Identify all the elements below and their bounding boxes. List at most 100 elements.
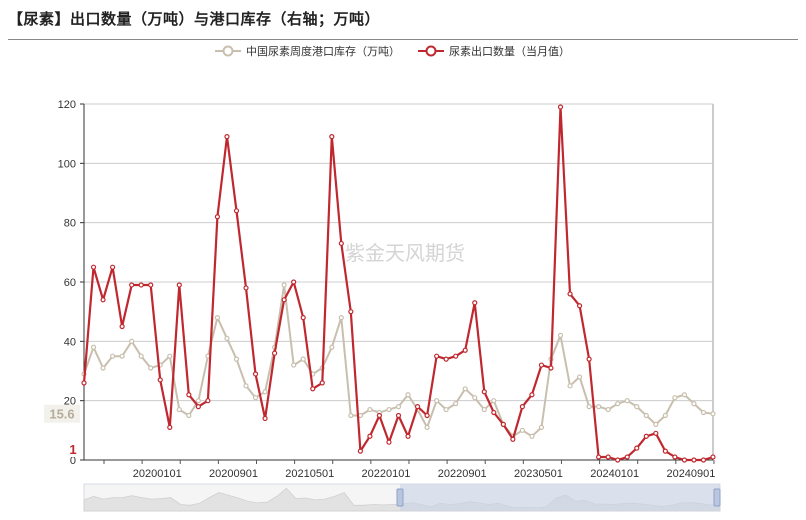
data-point-export-volume[interactable] <box>357 448 363 454</box>
data-point-export-volume[interactable] <box>81 380 87 386</box>
data-point-export-volume[interactable] <box>700 457 707 463</box>
data-point-export-volume[interactable] <box>624 454 630 460</box>
data-point-export-volume[interactable] <box>596 454 602 460</box>
data-point-port-inventory[interactable] <box>405 392 411 398</box>
data-point-export-volume[interactable] <box>643 433 649 439</box>
data-point-export-volume[interactable] <box>529 392 535 398</box>
data-point-export-volume[interactable] <box>538 362 545 368</box>
data-point-port-inventory[interactable] <box>681 392 688 398</box>
data-point-export-volume[interactable] <box>567 291 573 297</box>
data-point-port-inventory[interactable] <box>424 424 430 430</box>
data-point-port-inventory[interactable] <box>281 282 287 288</box>
data-point-port-inventory[interactable] <box>109 353 116 359</box>
data-point-export-volume[interactable] <box>195 404 201 410</box>
data-point-export-volume[interactable] <box>224 134 230 140</box>
data-point-port-inventory[interactable] <box>329 344 335 350</box>
data-point-export-volume[interactable] <box>310 386 316 392</box>
data-point-port-inventory[interactable] <box>291 362 297 368</box>
data-point-port-inventory[interactable] <box>148 365 154 371</box>
data-point-port-inventory[interactable] <box>576 374 583 380</box>
data-point-export-volume[interactable] <box>148 282 154 288</box>
data-point-port-inventory[interactable] <box>462 386 468 392</box>
data-point-port-inventory[interactable] <box>90 344 97 350</box>
data-point-export-volume[interactable] <box>615 457 621 463</box>
data-point-export-volume[interactable] <box>338 240 344 247</box>
data-point-port-inventory[interactable] <box>662 412 668 419</box>
data-point-port-inventory[interactable] <box>710 411 716 417</box>
zoom-selected-range[interactable] <box>400 484 720 511</box>
data-point-port-inventory[interactable] <box>643 412 649 419</box>
zoom-handle-left[interactable] <box>396 488 404 507</box>
data-point-port-inventory[interactable] <box>386 406 392 413</box>
data-point-port-inventory[interactable] <box>481 406 487 413</box>
data-point-port-inventory[interactable] <box>138 353 144 359</box>
data-point-export-volume[interactable] <box>281 297 287 303</box>
data-point-export-volume[interactable] <box>519 404 525 410</box>
data-point-port-inventory[interactable] <box>586 404 592 410</box>
data-point-port-inventory[interactable] <box>443 406 449 413</box>
data-point-export-volume[interactable] <box>291 279 297 285</box>
data-point-port-inventory[interactable] <box>186 412 192 419</box>
data-point-export-volume[interactable] <box>481 389 487 395</box>
data-point-export-volume[interactable] <box>634 445 640 451</box>
data-point-port-inventory[interactable] <box>176 406 182 413</box>
data-point-export-volume[interactable] <box>243 285 249 291</box>
data-point-export-volume[interactable] <box>272 350 278 356</box>
legend-item-export-volume[interactable]: 尿素出口数量（当月值） <box>418 43 570 59</box>
data-point-export-volume[interactable] <box>453 353 459 359</box>
data-zoom-slider[interactable] <box>83 483 721 512</box>
legend-item-port-inventory[interactable]: 中国尿素周度港口库存（万吨） <box>215 43 400 59</box>
data-point-export-volume[interactable] <box>129 282 135 288</box>
zoom-handle-right[interactable] <box>713 488 721 507</box>
data-point-export-volume[interactable] <box>176 282 182 288</box>
data-point-export-volume[interactable] <box>605 454 611 460</box>
data-point-export-volume[interactable] <box>376 412 383 419</box>
data-point-export-volume[interactable] <box>167 424 173 430</box>
data-point-export-volume[interactable] <box>157 377 163 383</box>
data-point-export-volume[interactable] <box>233 208 240 214</box>
data-point-port-inventory[interactable] <box>557 332 564 338</box>
data-point-export-volume[interactable] <box>90 264 97 270</box>
data-point-port-inventory[interactable] <box>596 404 602 410</box>
data-point-port-inventory[interactable] <box>395 404 402 410</box>
data-point-export-volume[interactable] <box>367 433 373 439</box>
data-point-port-inventory[interactable] <box>615 401 621 407</box>
data-point-port-inventory[interactable] <box>453 401 459 407</box>
data-point-export-volume[interactable] <box>434 353 440 359</box>
data-point-export-volume[interactable] <box>443 356 449 362</box>
data-point-export-volume[interactable] <box>252 371 259 377</box>
data-point-port-inventory[interactable] <box>167 353 173 359</box>
data-point-port-inventory[interactable] <box>195 398 201 404</box>
data-point-port-inventory[interactable] <box>214 315 221 321</box>
data-point-export-volume[interactable] <box>405 433 411 439</box>
data-point-port-inventory[interactable] <box>529 433 535 439</box>
data-point-port-inventory[interactable] <box>434 398 440 404</box>
data-point-port-inventory[interactable] <box>653 421 659 427</box>
data-point-port-inventory[interactable] <box>100 365 106 371</box>
data-point-port-inventory[interactable] <box>129 338 135 344</box>
data-point-port-inventory[interactable] <box>605 406 611 413</box>
data-point-port-inventory[interactable] <box>691 401 697 407</box>
data-point-port-inventory[interactable] <box>224 335 230 341</box>
data-point-port-inventory[interactable] <box>262 389 268 395</box>
data-point-export-volume[interactable] <box>472 300 478 306</box>
data-point-export-volume[interactable] <box>653 430 659 436</box>
data-point-export-volume[interactable] <box>300 315 306 321</box>
data-point-export-volume[interactable] <box>319 380 325 386</box>
data-point-export-volume[interactable] <box>100 297 106 303</box>
data-point-export-volume[interactable] <box>414 404 421 410</box>
data-point-port-inventory[interactable] <box>300 356 306 362</box>
data-point-export-volume[interactable] <box>491 409 497 416</box>
data-point-port-inventory[interactable] <box>252 395 259 401</box>
data-point-export-volume[interactable] <box>205 398 211 404</box>
data-point-export-volume[interactable] <box>186 392 192 398</box>
data-point-port-inventory[interactable] <box>338 315 344 321</box>
data-point-export-volume[interactable] <box>576 303 583 309</box>
data-point-export-volume[interactable] <box>262 415 268 422</box>
data-point-export-volume[interactable] <box>109 264 116 270</box>
data-point-port-inventory[interactable] <box>567 383 573 389</box>
data-point-export-volume[interactable] <box>329 134 335 140</box>
data-point-port-inventory[interactable] <box>119 353 125 359</box>
data-point-port-inventory[interactable] <box>472 395 478 401</box>
data-point-port-inventory[interactable] <box>700 409 707 416</box>
